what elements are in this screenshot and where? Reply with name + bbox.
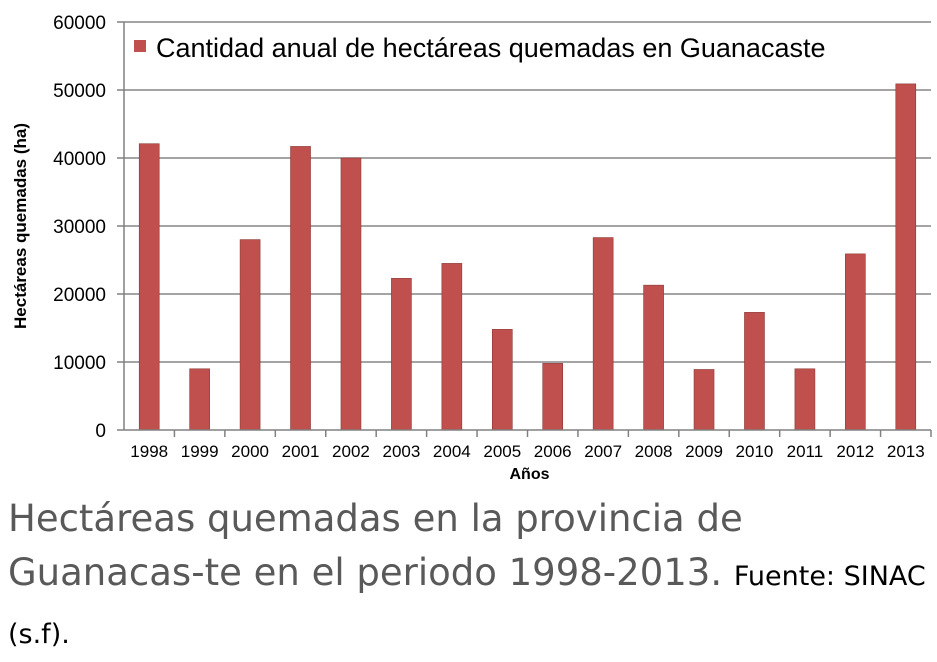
- x-tick-label: 2000: [231, 442, 269, 461]
- x-tick-label: 1998: [130, 442, 168, 461]
- y-tick-label: 30000: [53, 217, 106, 238]
- x-tick-label: 2006: [534, 442, 572, 461]
- bar: [592, 237, 614, 431]
- bar: [744, 312, 765, 431]
- bar: [239, 239, 261, 431]
- x-tick-label: 2004: [433, 442, 471, 461]
- x-tick-labels: 1998 1999 2000 2001 2002 2003 2004 2005 2006 2007…: [130, 430, 932, 461]
- x-tick-label: 2005: [483, 442, 521, 461]
- legend-swatch: [134, 40, 146, 52]
- bars: [138, 83, 917, 431]
- x-axis-label: Años: [510, 466, 550, 482]
- bar: [895, 83, 917, 431]
- bar: [138, 143, 160, 431]
- x-tick-label: 2002: [332, 442, 370, 461]
- y-tick-label: 40000: [53, 149, 106, 170]
- y-tick-label: 20000: [53, 285, 106, 306]
- y-tick-label: 10000: [53, 353, 106, 374]
- x-tick-label: 2003: [382, 442, 420, 461]
- y-tick-label: 60000: [53, 13, 106, 34]
- x-tick-label: 1999: [181, 442, 219, 461]
- bar: [542, 363, 564, 431]
- x-tick-label: 2013: [887, 442, 925, 461]
- bar: [189, 368, 210, 431]
- x-tick-label: 2012: [836, 442, 874, 461]
- caption-text: Hectáreas quemadas en la provincia de Gu…: [8, 497, 743, 594]
- legend-label: Cantidad anual de hectáreas quemadas en …: [156, 33, 825, 63]
- bar: [845, 253, 866, 431]
- bar: [441, 263, 463, 431]
- y-tick-labels: 0 10000 20000 30000 40000 50000 60000: [53, 13, 106, 442]
- bar: [693, 369, 715, 431]
- y-tick-label: 0: [95, 421, 106, 442]
- bar: [290, 146, 311, 431]
- x-tick-label: 2010: [736, 442, 774, 461]
- bar: [391, 278, 412, 431]
- bar: [340, 157, 362, 431]
- bar: [643, 284, 664, 431]
- bar: [491, 329, 513, 431]
- x-tick-label: 2009: [685, 442, 723, 461]
- x-tick-label: 2011: [787, 442, 824, 461]
- figure-caption: Hectáreas quemadas en la provincia de Gu…: [8, 492, 933, 662]
- bar: [794, 368, 816, 431]
- legend: Cantidad anual de hectáreas quemadas en …: [134, 33, 825, 63]
- x-tick-label: 2007: [584, 442, 622, 461]
- x-tick-label: 2008: [635, 442, 673, 461]
- bar-chart: 0 10000 20000 30000 40000 50000 60000 1998 1999…: [11, 13, 932, 482]
- x-tick-label: 2001: [282, 442, 320, 461]
- y-tick-label: 50000: [53, 81, 106, 102]
- y-axis-label: Hectáreas quemadas (ha): [11, 123, 30, 329]
